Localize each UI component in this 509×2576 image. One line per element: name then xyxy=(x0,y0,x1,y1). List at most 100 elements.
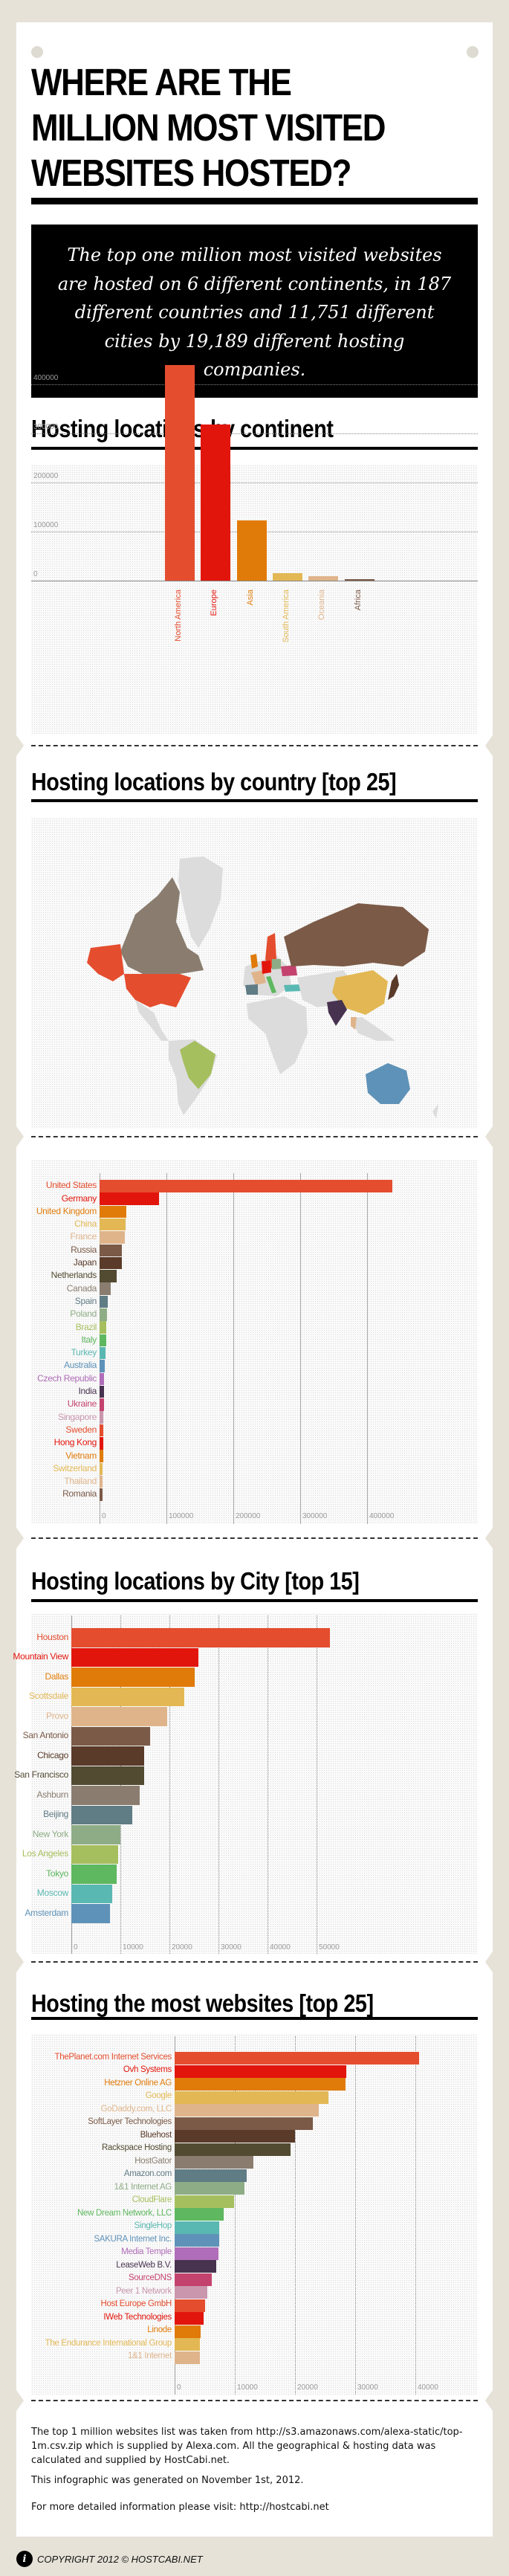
info-icon: i xyxy=(16,2551,33,2567)
bar xyxy=(175,2169,247,2182)
row-label: Tokyo xyxy=(46,1868,68,1879)
row-label: SAKURA Internet Inc. xyxy=(94,2234,172,2244)
x-tick-label: 10000 xyxy=(237,2383,258,2392)
bar xyxy=(71,1707,168,1726)
row-label: China xyxy=(74,1218,97,1230)
x-tick-label: 100000 xyxy=(169,1512,194,1520)
row-label: The Endurance International Group xyxy=(45,2338,172,2348)
row-label: United Kingdom xyxy=(36,1205,97,1216)
y-tick-label: 0 xyxy=(33,570,38,578)
bar xyxy=(71,1865,117,1884)
row-label: San Francisco xyxy=(14,1769,68,1781)
x-tick-label: 30000 xyxy=(221,1943,241,1952)
row-label: Switzerland xyxy=(53,1462,97,1473)
hosts-chart: 0 10000 20000 30000 40000 ThePlanet.com Inter… xyxy=(31,2034,478,2395)
bar xyxy=(175,2117,314,2130)
bar xyxy=(175,2273,213,2286)
section-rule xyxy=(31,799,478,802)
bar xyxy=(71,1884,113,1903)
bar xyxy=(71,1786,140,1805)
bar xyxy=(175,2247,219,2260)
notch xyxy=(16,1126,24,1147)
y-tick-label: 300000 xyxy=(33,423,59,431)
row-label: Bluehost xyxy=(140,2130,172,2140)
x-tick-label: Asia xyxy=(245,590,255,606)
bar-south-america xyxy=(272,573,302,581)
row-label: Japan xyxy=(73,1257,97,1268)
row-label: IWeb Technologies xyxy=(103,2312,172,2322)
copyright-bar: i COPYRIGHT 2012 © HOSTCABI.NET xyxy=(16,2551,203,2567)
bar xyxy=(175,2338,201,2351)
bar xyxy=(100,1270,117,1282)
bar xyxy=(100,1244,122,1256)
bar xyxy=(175,2104,320,2117)
intro-rule xyxy=(31,394,478,398)
row-label: Houston xyxy=(36,1631,68,1642)
bar-north-america xyxy=(165,364,195,581)
row-label: Dallas xyxy=(45,1670,68,1682)
x-tick-label: Europe xyxy=(210,590,219,616)
notch xyxy=(16,1952,24,1972)
continent-chart: 0 100000 200000 300000 400000 North America Eu… xyxy=(31,364,478,734)
x-tick-label: Africa xyxy=(353,590,363,611)
bar xyxy=(175,2091,329,2104)
row-label: Canada xyxy=(66,1282,97,1294)
bar xyxy=(100,1180,393,1192)
x-tick-label: 40000 xyxy=(270,1943,291,1952)
bar xyxy=(175,2208,224,2221)
bar xyxy=(100,1398,104,1411)
row-label: SingleHop xyxy=(134,2221,172,2231)
x-tick-label: Oceania xyxy=(317,590,327,620)
row-label: LeaseWeb B.V. xyxy=(116,2260,172,2270)
bar xyxy=(175,2143,291,2156)
row-label: Beijing xyxy=(43,1809,68,1820)
row-label: Ovh Systems xyxy=(123,2065,172,2075)
bar xyxy=(175,2260,216,2273)
notch xyxy=(485,735,493,756)
row-label: Spain xyxy=(74,1295,97,1306)
bar xyxy=(100,1424,103,1437)
row-label: Linode xyxy=(147,2325,172,2335)
bar xyxy=(100,1256,122,1270)
row-label: Peer 1 Network xyxy=(115,2286,172,2296)
page-title: WHERE ARE THE MILLION MOST VISITED WEBSI… xyxy=(31,61,386,194)
bar xyxy=(100,1231,126,1244)
bar xyxy=(100,1462,103,1476)
bar xyxy=(71,1825,120,1844)
more-info-link[interactable]: For more detailed information please vis… xyxy=(31,2502,329,2513)
notch xyxy=(16,2390,24,2411)
row-label: Italy xyxy=(81,1334,97,1345)
bar xyxy=(100,1475,103,1488)
row-label: Brazil xyxy=(75,1321,97,1332)
row-label: HostGator xyxy=(134,2156,172,2166)
bar xyxy=(71,1668,195,1687)
x-tick-label: 20000 xyxy=(297,2383,318,2392)
section-divider xyxy=(31,1136,478,1137)
x-tick-label: 200000 xyxy=(236,1512,261,1520)
bar xyxy=(100,1205,126,1218)
notch xyxy=(485,1952,493,1972)
bar xyxy=(100,1346,106,1360)
bar-asia xyxy=(236,520,267,581)
gridline xyxy=(31,482,478,483)
row-label: Google xyxy=(145,2091,172,2101)
bar xyxy=(71,1766,144,1785)
row-label: SoftLayer Technologies xyxy=(88,2117,172,2127)
bar xyxy=(100,1437,103,1450)
bar xyxy=(175,2078,346,2091)
notch xyxy=(485,1126,493,1147)
row-label: Amazon.com xyxy=(123,2169,172,2179)
bar xyxy=(175,2325,201,2338)
section-divider xyxy=(31,1537,478,1539)
pin-right-icon xyxy=(467,46,479,58)
row-label: Moscow xyxy=(36,1888,69,1899)
section-title-city: Hosting locations by City [top 15] xyxy=(31,1567,360,1595)
bar xyxy=(71,1628,330,1647)
gridline xyxy=(31,433,478,434)
bar xyxy=(100,1295,108,1308)
y-tick-label: 100000 xyxy=(33,521,59,529)
bar xyxy=(100,1334,106,1347)
row-label: Hong Kong xyxy=(54,1437,97,1448)
gridline xyxy=(169,1615,170,1954)
notch xyxy=(16,735,24,756)
